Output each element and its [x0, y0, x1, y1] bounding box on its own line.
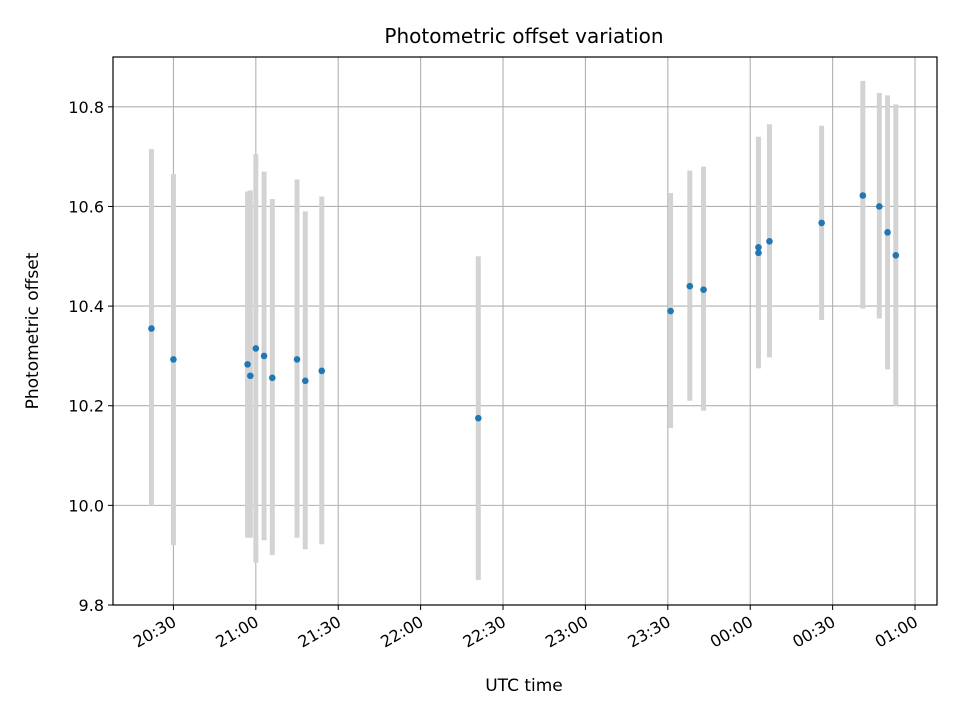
data-point [686, 282, 694, 290]
data-point [252, 345, 260, 352]
data-point [766, 238, 773, 245]
data-point [818, 219, 825, 227]
data-points [148, 192, 900, 422]
data-point [755, 249, 762, 257]
data-point [318, 367, 326, 375]
data-point [475, 414, 482, 422]
y-tick-label: 10.0 [68, 496, 104, 515]
chart-title: Photometric offset variation [384, 24, 663, 48]
y-tick-label: 10.4 [68, 297, 104, 316]
data-point [892, 251, 900, 259]
y-tick-label: 10.6 [68, 197, 104, 216]
data-point [301, 377, 309, 385]
data-point [170, 356, 177, 363]
data-point [667, 307, 674, 315]
y-axis-ticks: 9.8 10.0 10.2 10.4 10.6 10.8 [68, 98, 113, 615]
data-point [884, 229, 891, 236]
data-point [148, 325, 155, 332]
data-point [293, 356, 301, 363]
data-point [700, 286, 707, 293]
data-point [244, 361, 251, 368]
y-tick-label: 10.2 [68, 397, 104, 416]
data-point [859, 192, 867, 199]
x-axis-title: UTC time [485, 676, 563, 696]
y-axis-title: Photometric offset [23, 252, 43, 409]
data-point [247, 372, 254, 380]
data-point [269, 374, 276, 382]
y-tick-label: 9.8 [79, 596, 104, 615]
plot-frame [112, 56, 938, 606]
data-point [260, 352, 268, 360]
data-point [876, 203, 883, 210]
data-point [755, 244, 762, 251]
y-tick-label: 10.8 [68, 98, 104, 117]
